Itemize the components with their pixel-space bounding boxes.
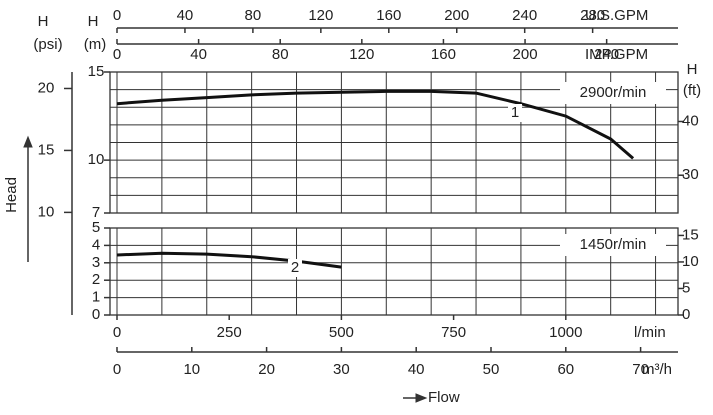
x-tick-label: 30 [333,361,350,378]
x-tick-label: 500 [329,324,354,341]
y-tick-label: 3 [92,254,100,271]
y2-tick-label: 0 [682,306,690,323]
x-tick-label: 750 [441,324,466,341]
curve [116,251,342,269]
psi-tick-label: 20 [38,79,55,96]
x-tick-label: 40 [177,7,194,24]
x-tick-label: 1000 [549,324,582,341]
x-unit-label: m³/h [642,361,672,378]
x-tick-label: 50 [483,361,500,378]
y2-tick-label: 40 [682,112,699,129]
x-tick-label: 60 [557,361,574,378]
curve-label: 1 [511,104,519,121]
psi-label: H [38,13,49,30]
head-title: Head [3,177,20,213]
x-tick-label: 160 [431,46,456,63]
speed-box [560,234,666,256]
y-tick-label: 5 [92,219,100,236]
x-tick-label: 80 [272,46,289,63]
x-tick-label: 70 [632,361,649,378]
x-tick-label: 0 [113,46,121,63]
psi-tick-label: 10 [38,203,55,220]
x-tick-label: 250 [217,324,242,341]
y-tick-label: 10 [88,151,105,168]
x-tick-label: 0 [113,361,121,378]
y2-tick-label: 15 [682,226,699,243]
y2-unit: (ft) [683,82,701,99]
curve-label-bg [288,259,302,277]
x-tick-label: 120 [349,46,374,63]
x-unit-label: IMP.GPM [585,46,648,63]
x-tick-label: 240 [512,7,537,24]
curve-label: 2 [291,259,299,276]
x-unit-label: U.S.GPM [585,7,648,24]
speed-box [560,82,666,104]
y-tick-label: 2 [92,271,100,288]
x-tick-label: 160 [376,7,401,24]
x-tick-label: 40 [190,46,207,63]
y-tick-label: 0 [92,306,100,323]
x-unit-label: l/min [634,324,666,341]
y2-tick-label: 30 [682,166,699,183]
speed-label: 2900r/min [580,84,647,101]
x-tick-label: 40 [408,361,425,378]
y-tick-label: 7 [92,204,100,221]
psi-tick-label: 15 [38,141,55,158]
y-label: H [88,13,99,30]
y-tick-label: 15 [88,63,105,80]
speed-label: 1450r/min [580,236,647,253]
x-tick-label: 20 [258,361,275,378]
y-tick-label: 4 [92,236,100,253]
curve [116,89,635,160]
x-tick-label: 120 [308,7,333,24]
x-tick-label: 0 [113,324,121,341]
psi-unit: (psi) [33,36,62,53]
x-tick-label: 280 [580,7,605,24]
x-tick-label: 200 [444,7,469,24]
y-unit: (m) [84,36,107,53]
y2-label: H [687,61,698,78]
curve-label-bg [508,104,522,122]
x-tick-label: 10 [183,361,200,378]
x-tick-label: 0 [113,7,121,24]
x-tick-label: 240 [594,46,619,63]
y2-tick-label: 5 [682,279,690,296]
x-tick-label: 80 [245,7,262,24]
flow-title: Flow [428,389,460,406]
x-tick-label: 200 [513,46,538,63]
y2-tick-label: 10 [682,253,699,270]
y-tick-label: 1 [92,289,100,306]
